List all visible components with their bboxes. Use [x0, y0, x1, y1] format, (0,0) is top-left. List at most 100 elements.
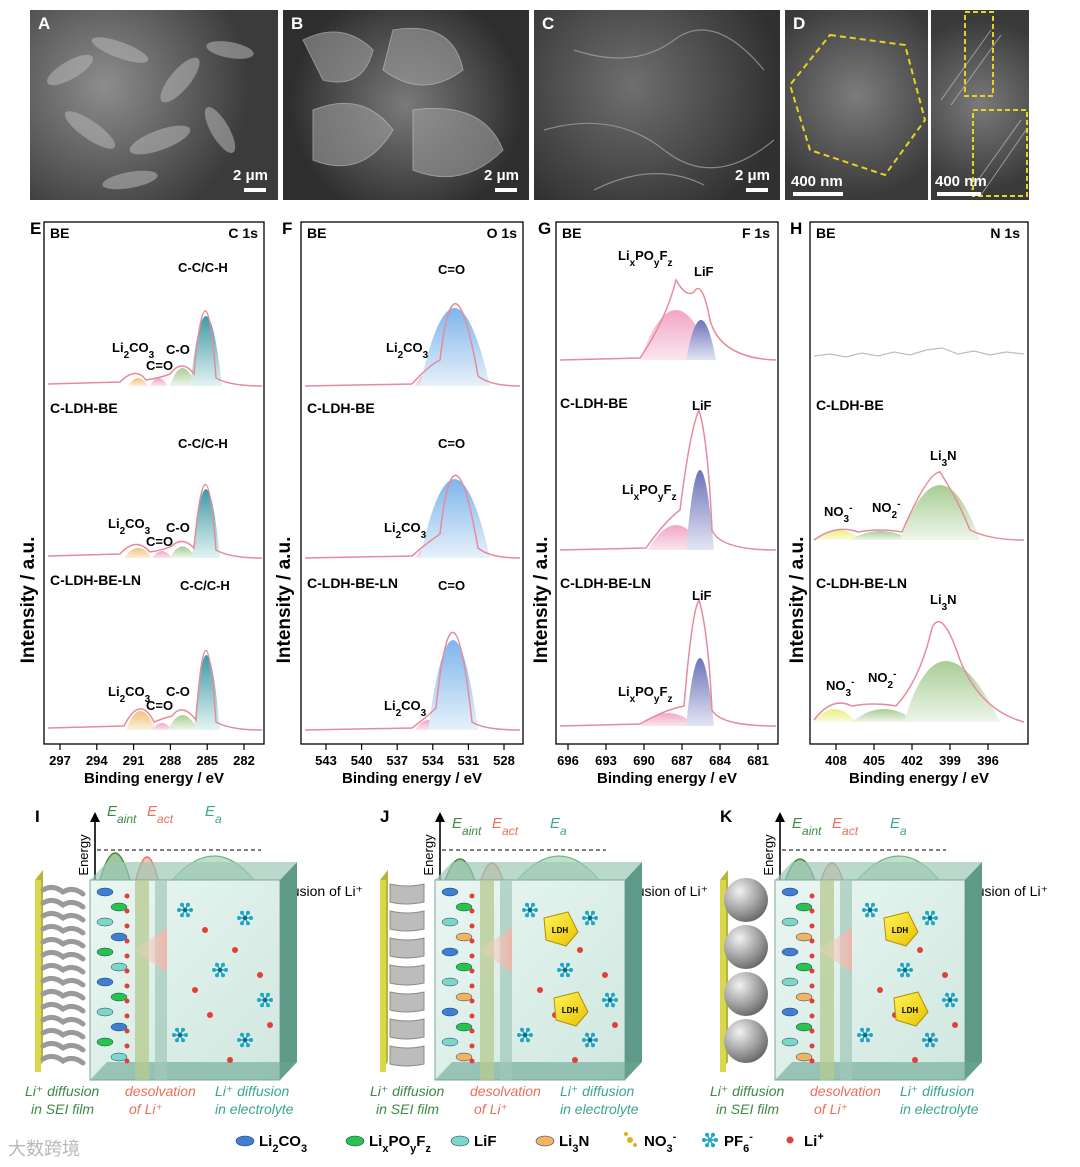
- sei-particle: [781, 977, 799, 987]
- dendrite: [40, 1014, 86, 1027]
- xps-spectra: Intensity / a.u. Intensity / a.u. Intens…: [18, 219, 1029, 787]
- eaint-label: Eaint: [107, 803, 137, 826]
- scale-text: 2 μm: [734, 167, 770, 184]
- x-tick-label: 696: [557, 753, 579, 768]
- sem-texture: [47, 37, 254, 190]
- caption-desolvation: desolvation: [810, 1083, 881, 1099]
- inner-wall: [155, 880, 167, 1080]
- peak-label: C=O: [438, 262, 465, 277]
- pf6-ion: [517, 1027, 533, 1043]
- li-ion: [537, 987, 543, 993]
- caption-sei: in SEI film: [376, 1101, 439, 1117]
- dendrite: [40, 897, 86, 910]
- dashed-boxes: [940, 11, 1028, 197]
- peak-label: C-C/C-H: [178, 436, 228, 451]
- x-axis-label: Binding energy / eV: [849, 770, 989, 787]
- sei-particle: [110, 932, 128, 942]
- dendrite: [40, 1053, 86, 1066]
- peak-label: C=O: [438, 436, 465, 451]
- sei-particle: [96, 1037, 114, 1047]
- x-tick-label: 690: [633, 753, 655, 768]
- li-ion: [469, 983, 475, 989]
- peak-label: C=O: [438, 578, 465, 593]
- caption-desolvation: desolvation: [470, 1083, 541, 1099]
- sei-particle: [795, 932, 813, 942]
- x-tick-label: 684: [709, 753, 731, 768]
- caption-electrolyte: Li⁺ diffusion: [900, 1083, 975, 1099]
- sei-particle: [795, 992, 813, 1002]
- legend: Li2CO3 LixPOyFz LiF Li3N NO3- PF6- Li+: [235, 1131, 824, 1155]
- legend-label: NO3-: [644, 1131, 677, 1155]
- dendrite: [40, 884, 86, 897]
- peak-label: LiF: [692, 588, 712, 603]
- li-ion: [202, 927, 208, 933]
- sei-particle: [781, 1037, 799, 1047]
- panel-label: A: [38, 14, 51, 33]
- spectrum-h-row3: [813, 621, 1025, 723]
- peak-label: C-O: [166, 342, 190, 357]
- dendrite: [40, 988, 86, 1001]
- peak-label: C=O: [146, 534, 173, 549]
- eact-label: Eact: [492, 815, 519, 838]
- legend-item: LixPOyFz: [345, 1133, 431, 1155]
- sample-label: BE: [562, 225, 581, 241]
- li-ion: [469, 1043, 475, 1049]
- x-tick-label: 297: [49, 753, 71, 768]
- li-ion: [809, 968, 815, 974]
- li-ion: [809, 1043, 815, 1049]
- eact-label: Eact: [832, 815, 859, 838]
- sei-particle: [455, 1022, 473, 1032]
- pf6-ion: [257, 992, 273, 1008]
- x-tick-label: 540: [351, 753, 373, 768]
- legend-label: LixPOyFz: [369, 1133, 431, 1155]
- li-ion: [232, 947, 238, 953]
- legend-item: PF6-: [702, 1131, 753, 1155]
- y-axis-label: Intensity / a.u.: [18, 537, 39, 664]
- li-ion: [124, 923, 130, 929]
- peak-label: C-O: [166, 520, 190, 535]
- li-ion: [572, 1057, 578, 1063]
- arrow-icon: [435, 812, 445, 822]
- sem-image-d: D 400 nm: [785, 10, 928, 200]
- pf6-ion: [942, 992, 958, 1008]
- legend-label: Li+: [804, 1131, 824, 1150]
- peak-label: Li2CO3: [108, 516, 151, 537]
- sei-particle: [455, 1052, 473, 1062]
- li-ion: [912, 1057, 918, 1063]
- dendrite: [40, 1001, 86, 1014]
- sei-particle: [781, 887, 799, 897]
- x-ticks-e: 297 294 291 288 285 282: [49, 744, 255, 768]
- caption-electrolyte: in electrolyte: [560, 1101, 639, 1117]
- x-tick-label: 396: [977, 753, 999, 768]
- pf6-ion: [582, 1032, 598, 1048]
- sei-particle: [795, 1052, 813, 1062]
- x-axis-label: Binding energy / eV: [84, 770, 224, 787]
- sei-particle: [110, 962, 128, 972]
- electrode-face: [35, 880, 41, 1072]
- spectrum-g-row1: [559, 277, 777, 361]
- electrode-face: [380, 880, 386, 1072]
- sei-particle: [781, 947, 799, 957]
- x-tick-label: 537: [386, 753, 408, 768]
- sample-label: BE: [816, 225, 835, 241]
- box-top: [90, 862, 297, 880]
- peak-label: Li2CO3: [386, 340, 429, 361]
- x-ticks-g: 696 693 690 687 684 681: [557, 744, 769, 768]
- legend-item: Li3N: [535, 1133, 589, 1155]
- scale-bar: [495, 188, 517, 192]
- legend-item: Li2CO3: [235, 1133, 307, 1155]
- box-top: [775, 862, 982, 880]
- scale-bar: [937, 192, 981, 196]
- li-ion: [952, 1022, 958, 1028]
- li-ion: [257, 972, 263, 978]
- sei-particle: [110, 1052, 128, 1062]
- pf6-ion: [862, 902, 878, 918]
- li-ion: [469, 968, 475, 974]
- spectrum-f-row1: [304, 303, 521, 387]
- panel-frame-f: [300, 221, 524, 745]
- lithium-sphere: [724, 878, 768, 922]
- li-ion: [469, 998, 475, 1004]
